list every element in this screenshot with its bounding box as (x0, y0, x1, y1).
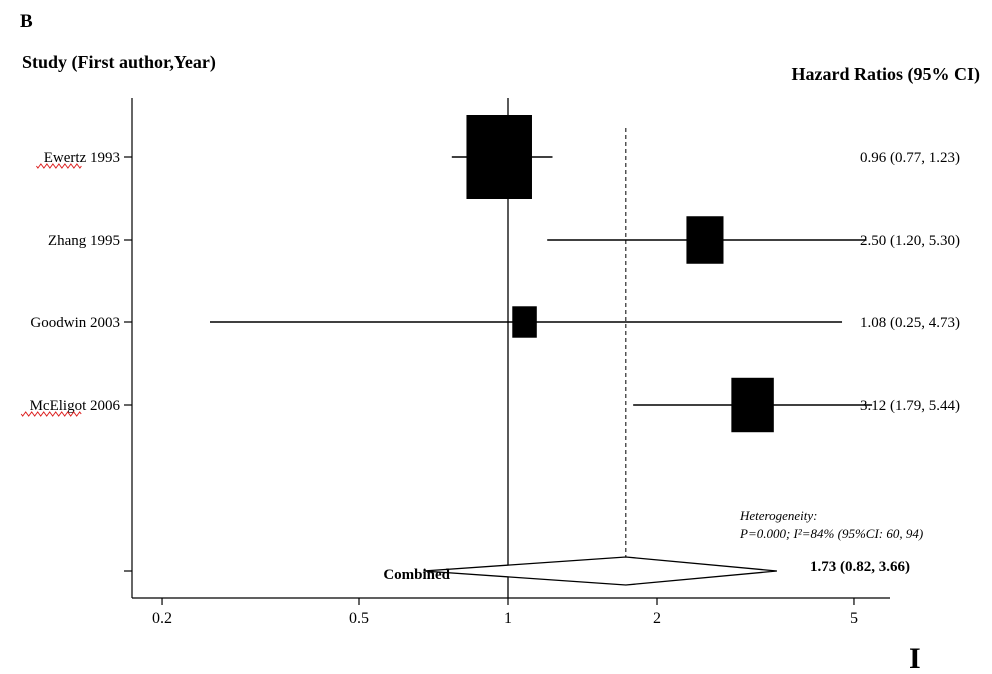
combined-label: Combined (383, 567, 450, 583)
point-estimate-square (466, 115, 532, 199)
panel-label: B (20, 11, 33, 32)
combined-hazard-ratio-value: 1.73 (0.82, 3.66) (810, 559, 910, 575)
hazard-ratio-value: 1.08 (0.25, 4.73) (860, 315, 960, 331)
study-column-header: Study (First author,Year) (22, 52, 216, 73)
study-label: Goodwin 2003 (30, 315, 120, 331)
heterogeneity-title: Heterogeneity: (739, 508, 817, 523)
spellcheck-underline (36, 163, 82, 169)
combined-row: Combined 1.73 (0.82, 3.66) (383, 556, 910, 586)
x-axis-ticks: 0.2 0.5 1 2 5 (152, 598, 858, 627)
y-axis-ticks (124, 156, 132, 572)
study-label: Zhang 1995 (48, 233, 120, 249)
spellcheck-underline (20, 411, 82, 417)
point-estimate-square (731, 377, 774, 433)
hazard-ratio-column-header: Hazard Ratios (95% CI) (792, 64, 980, 85)
x-tick-label: 0.5 (349, 610, 369, 627)
x-tick-label: 0.2 (152, 610, 172, 627)
x-tick-label: 5 (850, 610, 858, 627)
point-estimate-square (512, 306, 537, 338)
combined-diamond (423, 556, 777, 586)
hazard-ratio-value: 0.96 (0.77, 1.23) (860, 150, 960, 166)
study-label: Ewertz 1993 (44, 150, 120, 166)
x-tick-label: 2 (653, 610, 661, 627)
x-tick-label: 1 (504, 610, 512, 627)
heterogeneity-statistics: P=0.000; I²=84% (95%CI: 60, 94) (739, 526, 923, 541)
hazard-ratio-value: 2.50 (1.20, 5.30) (860, 233, 960, 249)
study-label: McEligot 2006 (30, 398, 121, 414)
study-rows: Ewertz 1993 0.96 (0.77, 1.23) Zhang 1995 2.… (20, 115, 960, 433)
footer-mark: I (909, 642, 921, 674)
point-estimate-square (686, 216, 724, 264)
hazard-ratio-value: 3.12 (1.79, 5.44) (860, 398, 960, 414)
